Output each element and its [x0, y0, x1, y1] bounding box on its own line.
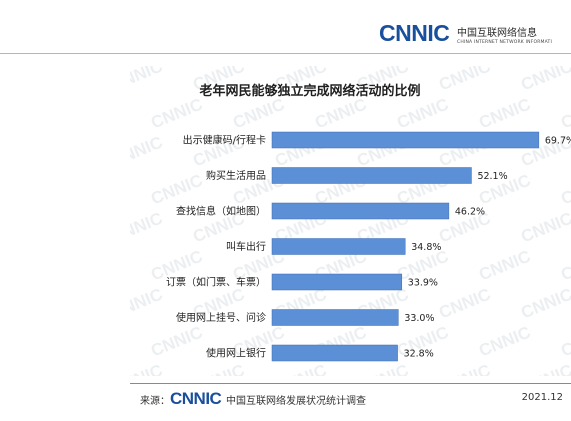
value-label-3: 34.8%	[411, 242, 441, 253]
footer-date: 2021.12	[521, 392, 563, 403]
category-label-4: 订票（如门票、车票）	[166, 276, 266, 289]
value-label-0: 69.7%	[545, 136, 571, 147]
category-label-1: 购买生活用品	[206, 169, 266, 182]
footer-divider	[130, 383, 571, 384]
bar-6	[271, 344, 398, 362]
category-label-6: 使用网上银行	[206, 347, 266, 360]
footer-cnnic-logo: CNNIC	[170, 389, 222, 408]
bar-3	[271, 238, 406, 255]
footer-source-label: 来源：	[140, 396, 170, 407]
value-label-1: 52.1%	[477, 171, 507, 182]
footer: 来源： CNNIC 中国互联网络发展状况统计调查 2021.12	[130, 389, 571, 409]
category-label-5: 使用网上挂号、问诊	[176, 311, 266, 324]
bar-5	[271, 309, 399, 326]
org-name-cn: 中国互联网络信息	[457, 28, 537, 39]
cnnic-logo: CNNIC	[379, 20, 450, 46]
value-label-4: 33.9%	[408, 278, 438, 289]
category-label-2: 查找信息（如地图）	[176, 205, 266, 218]
org-name-en: CHINA INTERNET NETWORK INFORMATI	[457, 40, 553, 45]
value-label-2: 46.2%	[455, 207, 485, 218]
value-label-6: 32.8%	[404, 349, 434, 360]
header-divider	[0, 53, 571, 54]
category-label-0: 出示健康码/行程卡	[183, 134, 266, 147]
bar-1	[271, 167, 472, 184]
bar-4	[271, 273, 403, 291]
category-label-3: 叫车出行	[226, 240, 266, 253]
footer-source-text: 中国互联网络发展状况统计调查	[226, 396, 366, 407]
bar-0	[271, 131, 540, 149]
header-logo: CNNIC 中国互联网络信息 CHINA INTERNET NETWORK IN…	[379, 18, 569, 52]
value-label-5: 33.0%	[404, 313, 434, 324]
chart-title: 老年网民能够独立完成网络活动的比例	[199, 84, 421, 99]
bar-2	[271, 202, 450, 220]
